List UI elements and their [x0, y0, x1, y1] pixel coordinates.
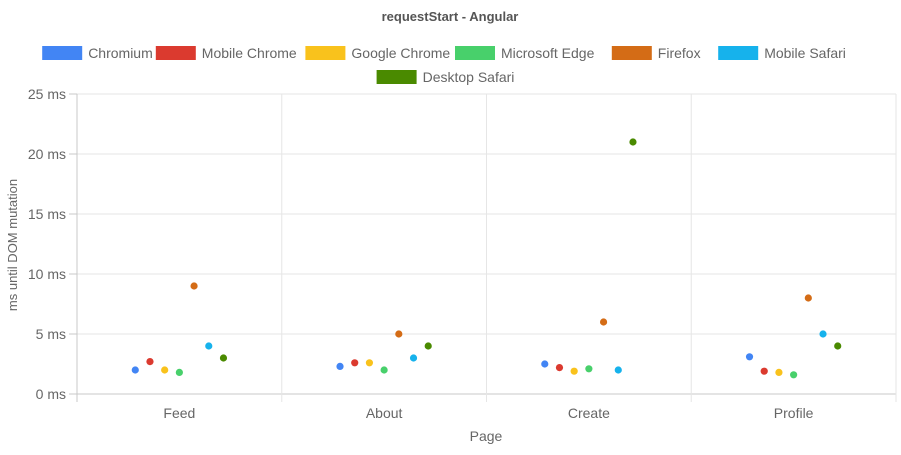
- y-axis-title: ms until DOM mutation: [5, 179, 20, 311]
- data-point[interactable]: [190, 282, 198, 290]
- y-tick-label: 20 ms: [28, 146, 66, 162]
- legend-label[interactable]: Microsoft Edge: [501, 45, 595, 61]
- legend-swatch[interactable]: [155, 46, 196, 60]
- y-tick-label: 15 ms: [28, 206, 66, 222]
- data-point[interactable]: [541, 360, 549, 368]
- data-point[interactable]: [614, 366, 622, 374]
- x-tick-label: Create: [568, 405, 610, 421]
- y-tick-label: 25 ms: [28, 86, 66, 102]
- y-tick-label: 0 ms: [36, 386, 66, 402]
- data-point[interactable]: [380, 366, 388, 374]
- data-point[interactable]: [146, 358, 154, 366]
- data-point[interactable]: [599, 318, 608, 326]
- data-points: [131, 138, 842, 379]
- data-point[interactable]: [585, 365, 593, 373]
- x-axis-title: Page: [470, 428, 503, 444]
- y-tick-label: 5 ms: [36, 326, 66, 342]
- data-point[interactable]: [555, 364, 564, 372]
- grid: [76, 93, 897, 402]
- data-point[interactable]: [161, 366, 169, 374]
- legend: Chromium Mobile Chrome Google Chrome Micros…: [42, 45, 846, 85]
- y-axis: 0 ms 5 ms 10 ms 15 ms 20 ms 25 ms: [28, 86, 77, 402]
- data-point[interactable]: [409, 354, 418, 362]
- y-tick-label: 10 ms: [28, 266, 66, 282]
- data-point[interactable]: [790, 371, 798, 379]
- x-tick-label: Profile: [774, 405, 814, 421]
- legend-swatch[interactable]: [305, 46, 346, 60]
- legend-swatch[interactable]: [718, 46, 759, 60]
- legend-label[interactable]: Desktop Safari: [423, 69, 515, 85]
- legend-label[interactable]: Google Chrome: [351, 45, 450, 61]
- data-point[interactable]: [365, 359, 374, 367]
- x-tick-label: About: [366, 405, 403, 421]
- legend-label[interactable]: Firefox: [658, 45, 701, 61]
- data-point[interactable]: [395, 330, 403, 338]
- data-point[interactable]: [570, 367, 578, 375]
- data-point[interactable]: [775, 368, 783, 376]
- data-point[interactable]: [351, 359, 359, 367]
- legend-label[interactable]: Chromium: [88, 45, 153, 61]
- legend-label[interactable]: Mobile Chrome: [202, 45, 297, 61]
- data-point[interactable]: [219, 354, 228, 362]
- data-point[interactable]: [834, 342, 842, 350]
- legend-swatch[interactable]: [455, 46, 495, 60]
- data-point[interactable]: [745, 353, 754, 361]
- legend-swatch[interactable]: [376, 70, 417, 84]
- legend-swatch[interactable]: [42, 46, 83, 60]
- data-point[interactable]: [424, 342, 432, 350]
- legend-label[interactable]: Mobile Safari: [764, 45, 846, 61]
- data-point[interactable]: [629, 138, 637, 146]
- data-point[interactable]: [205, 342, 213, 350]
- data-point[interactable]: [175, 368, 183, 376]
- x-axis: Feed About Create Profile: [163, 405, 813, 421]
- data-point[interactable]: [131, 366, 139, 374]
- data-point[interactable]: [804, 294, 812, 302]
- data-point[interactable]: [336, 362, 344, 370]
- chart-title: requestStart - Angular: [382, 9, 519, 24]
- data-point[interactable]: [760, 367, 768, 375]
- x-tick-label: Feed: [163, 405, 195, 421]
- legend-swatch[interactable]: [611, 46, 652, 60]
- data-point[interactable]: [819, 330, 827, 338]
